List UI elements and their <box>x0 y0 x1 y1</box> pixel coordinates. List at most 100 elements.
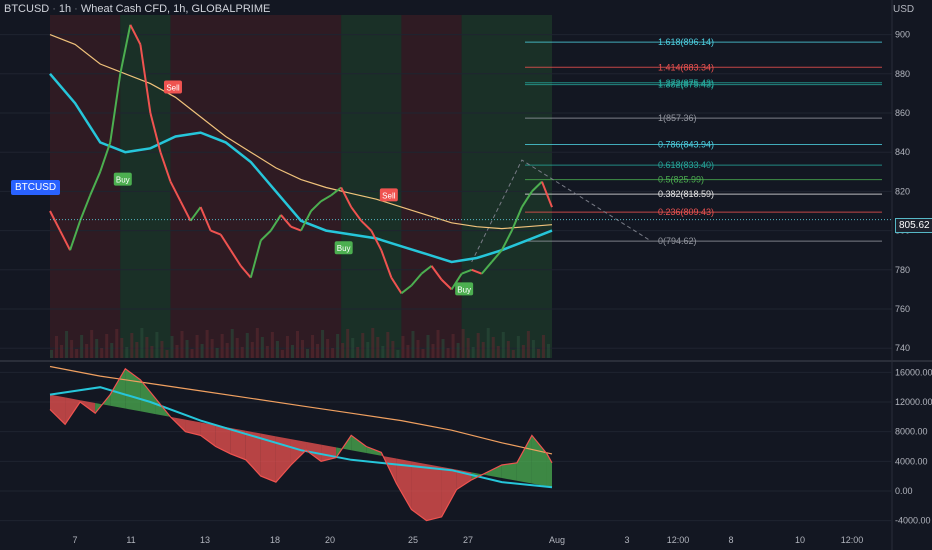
volume-bar-21 <box>155 332 159 358</box>
volume-bar-24 <box>170 336 174 358</box>
volume-bar-57 <box>336 334 340 358</box>
volume-bar-41 <box>255 328 259 358</box>
volume-bar-67 <box>386 332 390 358</box>
volume-bar-87 <box>486 328 490 358</box>
volume-bar-5 <box>75 349 79 358</box>
signal-label: Sell <box>166 84 180 93</box>
price-segment-1 <box>49 210 61 232</box>
volume-bar-52 <box>311 335 315 358</box>
osc-tick-label-2: 8000.00 <box>895 427 928 437</box>
volume-bar-7 <box>85 344 89 358</box>
volume-bar-49 <box>295 331 299 358</box>
osc-signal-line <box>49 386 553 489</box>
x-tick-label-6: 27 <box>463 535 473 545</box>
x-tick-label-10: 8 <box>728 535 733 545</box>
price-segment-26 <box>300 210 312 232</box>
volume-bar-13 <box>115 329 119 358</box>
volume-bar-60 <box>351 338 355 358</box>
price-segment-3 <box>69 220 82 251</box>
currency-label: USD <box>893 4 915 15</box>
price-segment-36 <box>400 284 413 295</box>
volume-bar-86 <box>481 342 485 358</box>
osc-tick-label-4: 0.00 <box>895 486 913 496</box>
volume-bar-73 <box>416 340 420 358</box>
y-tick-label-8: 900 <box>895 30 910 40</box>
volume-bar-88 <box>491 337 495 358</box>
osc-fill-4 <box>95 394 111 414</box>
price-segment-4 <box>79 194 92 222</box>
volume-bar-90 <box>501 332 505 358</box>
osc-fill-19 <box>321 444 337 462</box>
volume-bar-29 <box>195 335 199 358</box>
osc-fill-12 <box>215 425 231 454</box>
y-tick-label-4: 820 <box>895 186 910 196</box>
osc-slow-line <box>49 365 553 455</box>
price-segment-30 <box>340 187 353 208</box>
osc-fill-11 <box>200 422 216 447</box>
price-segment-48 <box>521 190 533 208</box>
fib-label-3: 1.382(875.43) <box>658 80 714 90</box>
y-tick-label-5: 840 <box>895 147 910 157</box>
osc-fill-30 <box>486 465 502 478</box>
x-tick-label-1: 11 <box>126 535 135 545</box>
ticker-badge[interactable]: BTCUSD <box>11 180 61 195</box>
osc-tick-label-0: 16000.00 <box>895 367 932 377</box>
volume-bar-72 <box>411 331 415 358</box>
signal-buy-0: Buy <box>113 172 132 186</box>
osc-fill-24 <box>396 458 412 510</box>
volume-bar-37 <box>235 338 239 358</box>
volume-bar-50 <box>301 340 304 358</box>
volume-bar-45 <box>275 341 279 358</box>
x-tick-label-11: 10 <box>795 535 805 545</box>
signal-sell-1: Sell <box>163 80 182 94</box>
price-segment-25 <box>290 225 302 232</box>
volume-bar-66 <box>381 346 385 358</box>
header-symbol: BTCUSD <box>4 3 50 15</box>
price-segment-15 <box>189 206 202 222</box>
volume-bar-92 <box>511 350 515 358</box>
volume-bar-59 <box>346 329 350 358</box>
price-segment-46 <box>500 230 513 251</box>
volume-bar-27 <box>185 340 189 358</box>
osc-fill-22 <box>366 446 382 456</box>
volume-bar-56 <box>331 348 335 358</box>
y-tick-label-1: 760 <box>895 304 910 314</box>
volume-bar-31 <box>205 330 209 358</box>
price-segment-13 <box>169 181 182 202</box>
fib-label-1: 1.414(883.34) <box>658 62 714 72</box>
fib-label-0: 1.618(896.14) <box>658 37 714 47</box>
signal-label: Buy <box>116 176 130 185</box>
volume-bar-89 <box>496 346 500 358</box>
price-segment-16 <box>199 206 212 231</box>
volume-bar-96 <box>531 340 535 358</box>
volume-bar-48 <box>290 345 294 358</box>
volume-bar-78 <box>441 339 445 358</box>
volume-bar-85 <box>476 333 480 358</box>
price-segment-29 <box>330 186 342 197</box>
x-tick-label-7: Aug <box>549 535 565 545</box>
volume-bar-93 <box>516 336 520 358</box>
volume-bar-6 <box>80 335 84 358</box>
volume-bar-3 <box>65 331 69 358</box>
price-segment-17 <box>210 229 222 236</box>
volume-bar-23 <box>165 350 169 358</box>
price-segment-40 <box>440 278 453 291</box>
signal-label: Buy <box>457 285 471 294</box>
price-segment-10 <box>139 44 152 114</box>
x-tick-label-12: 12:00 <box>841 535 864 545</box>
volume-bar-47 <box>285 336 289 358</box>
osc-tick-label-5: -4000.00 <box>895 516 931 526</box>
volume-bar-25 <box>175 345 179 358</box>
signal-box <box>455 282 474 296</box>
volume-bar-98 <box>541 335 545 358</box>
price-segment-50 <box>541 181 553 208</box>
volume-bar-54 <box>321 330 325 358</box>
volume-bar-82 <box>461 329 465 358</box>
signal-box <box>379 188 398 202</box>
osc-fill-15 <box>260 433 276 483</box>
volume-bar-16 <box>130 333 134 358</box>
osc-tick-label-1: 12000.00 <box>895 397 932 407</box>
price-segment-35 <box>390 277 403 294</box>
volume-bar-76 <box>431 344 435 358</box>
